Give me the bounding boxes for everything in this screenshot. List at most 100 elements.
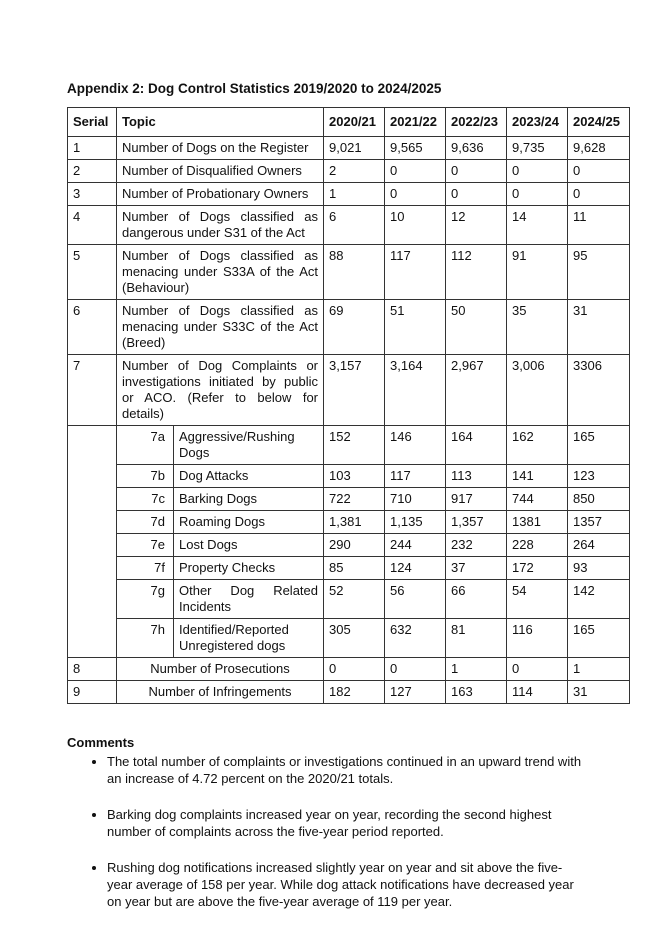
value-cell: 0 [506, 657, 569, 681]
value-cell: 744 [506, 487, 569, 511]
serial-cell: 2 [67, 159, 117, 183]
value-cell: 165 [567, 618, 631, 658]
topic-cell: Number of Dogs classified as menacing un… [115, 299, 325, 355]
table-row: 5 Number of Dogs classified as menacing u… [67, 244, 631, 300]
value-cell: 1,357 [445, 510, 508, 534]
value-cell: 3306 [567, 354, 631, 426]
empty-serial-cell [67, 556, 117, 580]
dog-control-statistics-table: Serial Topic 2020/21 2021/22 2022/23 202… [67, 107, 631, 704]
value-cell: 182 [323, 680, 386, 704]
table-subrow: 7h Identified/Reported Unregistered dogs 3… [67, 618, 631, 658]
empty-serial-cell [67, 579, 117, 619]
page-title: Appendix 2: Dog Control Statistics 2019/… [67, 81, 442, 96]
value-cell: 2,967 [445, 354, 508, 426]
value-cell: 0 [567, 182, 631, 206]
value-cell: 0 [323, 657, 386, 681]
serial-cell: 1 [67, 136, 117, 160]
topic-cell: Property Checks [172, 556, 325, 580]
table-row: 3 Number of Probationary Owners 1 0 0 0 0 [67, 182, 631, 206]
value-cell: 172 [506, 556, 569, 580]
value-cell: 127 [384, 680, 447, 704]
subserial-cell: 7f [116, 556, 174, 580]
topic-cell: Number of Prosecutions [115, 657, 325, 681]
value-cell: 0 [506, 182, 569, 206]
value-cell: 1 [445, 657, 508, 681]
value-cell: 1357 [567, 510, 631, 534]
value-cell: 3,157 [323, 354, 386, 426]
topic-cell: Number of Disqualified Owners [115, 159, 325, 183]
value-cell: 52 [323, 579, 386, 619]
comment-item: Rushing dog notifications increased slig… [107, 859, 587, 910]
value-cell: 0 [567, 159, 631, 183]
value-cell: 141 [506, 464, 569, 488]
value-cell: 88 [323, 244, 386, 300]
comments-section: Comments The total number of complaints … [67, 734, 587, 910]
topic-cell: Number of Probationary Owners [115, 182, 325, 206]
value-cell: 1,135 [384, 510, 447, 534]
value-cell: 0 [384, 657, 447, 681]
value-cell: 114 [506, 680, 569, 704]
value-cell: 31 [567, 680, 631, 704]
value-cell: 165 [567, 425, 631, 465]
subserial-cell: 7e [116, 533, 174, 557]
value-cell: 632 [384, 618, 447, 658]
table-row: 2 Number of Disqualified Owners 2 0 0 0 0 [67, 159, 631, 183]
topic-cell: Roaming Dogs [172, 510, 325, 534]
value-cell: 93 [567, 556, 631, 580]
column-header: 2024/25 [567, 107, 631, 137]
serial-cell: 4 [67, 205, 117, 245]
empty-serial-cell [67, 510, 117, 534]
comment-item: Barking dog complaints increased year on… [107, 806, 587, 840]
subserial-cell: 7a [116, 425, 174, 465]
value-cell: 9,636 [445, 136, 508, 160]
topic-cell: Aggressive/Rushing Dogs [172, 425, 325, 465]
column-header: 2023/24 [506, 107, 569, 137]
serial-cell: 6 [67, 299, 117, 355]
value-cell: 95 [567, 244, 631, 300]
value-cell: 56 [384, 579, 447, 619]
table-subrow: 7d Roaming Dogs 1,381 1,135 1,357 1381 1357 [67, 510, 631, 534]
value-cell: 69 [323, 299, 386, 355]
value-cell: 1,381 [323, 510, 386, 534]
table-subrow: 7c Barking Dogs 722 710 917 744 850 [67, 487, 631, 511]
subserial-cell: 7d [116, 510, 174, 534]
value-cell: 31 [567, 299, 631, 355]
value-cell: 117 [384, 464, 447, 488]
value-cell: 0 [384, 182, 447, 206]
topic-cell: Number of Dog Complaints or investigatio… [115, 354, 325, 426]
value-cell: 9,565 [384, 136, 447, 160]
value-cell: 9,021 [323, 136, 386, 160]
value-cell: 85 [323, 556, 386, 580]
column-header: 2021/22 [384, 107, 447, 137]
value-cell: 66 [445, 579, 508, 619]
empty-serial-cell [67, 425, 117, 465]
value-cell: 6 [323, 205, 386, 245]
table-row: 9 Number of Infringements 182 127 163 114 31 [67, 680, 631, 704]
value-cell: 264 [567, 533, 631, 557]
value-cell: 0 [506, 159, 569, 183]
topic-cell: Number of Infringements [115, 680, 325, 704]
topic-cell: Identified/Reported Unregistered dogs [172, 618, 325, 658]
value-cell: 117 [384, 244, 447, 300]
value-cell: 244 [384, 533, 447, 557]
topic-cell: Dog Attacks [172, 464, 325, 488]
value-cell: 112 [445, 244, 508, 300]
value-cell: 0 [384, 159, 447, 183]
value-cell: 113 [445, 464, 508, 488]
value-cell: 3,164 [384, 354, 447, 426]
comments-heading: Comments [67, 735, 135, 750]
value-cell: 163 [445, 680, 508, 704]
value-cell: 290 [323, 533, 386, 557]
value-cell: 722 [323, 487, 386, 511]
topic-cell: Barking Dogs [172, 487, 325, 511]
topic-cell: Lost Dogs [172, 533, 325, 557]
value-cell: 51 [384, 299, 447, 355]
value-cell: 116 [506, 618, 569, 658]
topic-cell: Other Dog Related Incidents [172, 579, 325, 619]
value-cell: 1 [323, 182, 386, 206]
value-cell: 1 [567, 657, 631, 681]
value-cell: 2 [323, 159, 386, 183]
serial-cell: 8 [67, 657, 117, 681]
value-cell: 164 [445, 425, 508, 465]
empty-serial-cell [67, 533, 117, 557]
